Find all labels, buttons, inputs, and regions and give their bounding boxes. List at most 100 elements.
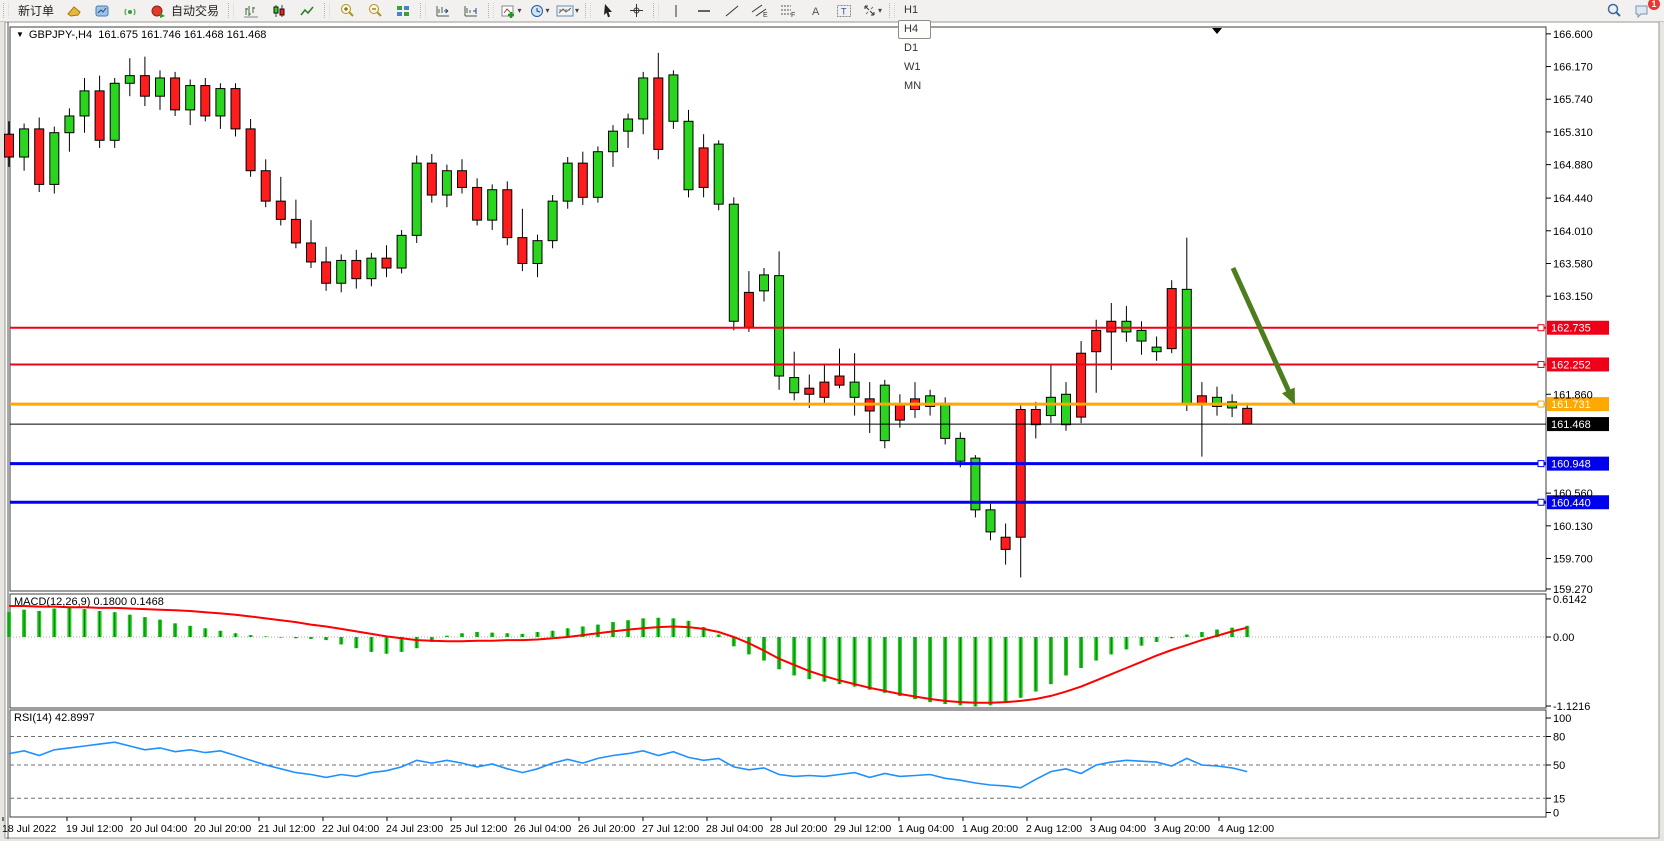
toolbar-grip[interactable] xyxy=(324,3,331,18)
cursor-button[interactable] xyxy=(594,1,622,21)
zoom-in-button[interactable] xyxy=(333,1,361,21)
text-icon: A xyxy=(809,4,823,18)
fibonacci-icon: F xyxy=(779,3,797,18)
cursor-icon xyxy=(601,3,615,18)
text-label-button[interactable]: T xyxy=(830,1,858,21)
time-axis: 18 Jul 2022 19 Jul 12:00 20 Jul 04:00 20 Ju… xyxy=(2,817,1274,835)
fibonacci-button[interactable]: F xyxy=(774,1,802,21)
chart-shift-icon xyxy=(463,4,479,18)
svg-text:161.860: 161.860 xyxy=(1553,389,1593,401)
svg-text:15: 15 xyxy=(1553,793,1565,805)
candlestick-chart-icon xyxy=(271,4,287,18)
zoom-out-icon xyxy=(367,3,383,18)
notification-badge: 1 xyxy=(1648,0,1660,10)
text-button[interactable]: A xyxy=(802,1,830,21)
template-button[interactable]: ▾ xyxy=(553,1,582,21)
svg-text:165.310: 165.310 xyxy=(1553,127,1593,139)
svg-text:0.6142: 0.6142 xyxy=(1553,594,1587,606)
toolbar-grip[interactable] xyxy=(488,3,495,18)
svg-text:F: F xyxy=(791,12,795,18)
autotrade-button[interactable]: 自动交易 xyxy=(144,1,225,21)
profiles-icon xyxy=(94,4,110,18)
tile-windows-icon xyxy=(395,4,411,18)
svg-text:2 Aug 12:00: 2 Aug 12:00 xyxy=(1026,823,1082,835)
toolbar-grip[interactable] xyxy=(653,3,660,18)
rsi-name: RSI(14) xyxy=(14,712,52,724)
candlestick-chart-button[interactable] xyxy=(265,1,293,21)
svg-text:25 Jul 12:00: 25 Jul 12:00 xyxy=(450,823,507,835)
svg-text:0: 0 xyxy=(1553,808,1559,820)
bar-chart-button[interactable] xyxy=(237,1,265,21)
text-label-icon: T xyxy=(836,4,852,18)
timeframe-w1-button[interactable]: W1 xyxy=(904,61,921,73)
candles-layer xyxy=(4,52,1253,578)
svg-text:E: E xyxy=(763,12,768,18)
toolbar-grip[interactable] xyxy=(3,3,9,18)
periods-clock-icon xyxy=(529,4,545,18)
horizontal-line-button[interactable] xyxy=(690,1,718,21)
svg-text:1 Aug 04:00: 1 Aug 04:00 xyxy=(898,823,954,835)
horizontal-line-icon xyxy=(696,4,712,18)
history-center-button[interactable] xyxy=(60,1,88,21)
trendline-button[interactable] xyxy=(718,1,746,21)
periods-button[interactable]: ▾ xyxy=(525,1,553,21)
svg-text:160.560: 160.560 xyxy=(1553,488,1593,500)
search-button[interactable] xyxy=(1600,1,1628,21)
signal-button[interactable] xyxy=(116,1,144,21)
chevron-down-icon: ▾ xyxy=(878,6,883,15)
crosshair-button[interactable] xyxy=(622,1,650,21)
macd-panel: 0.6142 0.00 -1.1216 xyxy=(7,594,1590,713)
add-indicator-button[interactable]: ▾ xyxy=(497,1,525,21)
timeframe-d1-button[interactable]: D1 xyxy=(904,42,919,54)
svg-text:3 Aug 20:00: 3 Aug 20:00 xyxy=(1154,823,1210,835)
macd-signal-value: 0.1468 xyxy=(130,596,164,608)
chevron-down-icon: ▾ xyxy=(545,6,550,15)
timeframe-h4-button[interactable]: H4 xyxy=(898,20,932,39)
arrows-button[interactable]: ▾ xyxy=(858,1,886,21)
vertical-line-button[interactable] xyxy=(662,1,690,21)
add-indicator-icon xyxy=(501,4,517,18)
autotrade-icon xyxy=(150,4,166,18)
svg-text:27 Jul 12:00: 27 Jul 12:00 xyxy=(642,823,699,835)
channel-button[interactable]: E xyxy=(746,1,774,21)
svg-text:24 Jul 23:00: 24 Jul 23:00 xyxy=(386,823,443,835)
vertical-line-icon xyxy=(670,4,682,18)
toolbar-grip[interactable] xyxy=(889,3,896,18)
timeframe-h1-button[interactable]: H1 xyxy=(904,4,919,16)
svg-text:20 Jul 04:00: 20 Jul 04:00 xyxy=(130,823,187,835)
toolbar-grip[interactable] xyxy=(420,3,427,18)
crosshair-icon xyxy=(629,3,644,18)
svg-text:160.130: 160.130 xyxy=(1553,521,1593,533)
tile-windows-button[interactable] xyxy=(389,1,417,21)
toolbar-grip[interactable] xyxy=(228,3,235,18)
zoom-out-button[interactable] xyxy=(361,1,389,21)
trendline-icon xyxy=(724,4,740,18)
history-icon xyxy=(66,4,82,18)
autotrade-label: 自动交易 xyxy=(171,4,220,18)
chevron-down-icon: ▾ xyxy=(517,6,522,15)
new-order-button[interactable]: 新订单 xyxy=(12,1,60,21)
notifications-button[interactable]: 1 xyxy=(1628,0,1660,21)
svg-text:100: 100 xyxy=(1553,713,1571,725)
symbol-dropdown-icon[interactable]: ▼ xyxy=(16,30,24,39)
chart-title-text: GBPJPY-,H4 161.675 161.746 161.468 161.4… xyxy=(28,29,267,41)
toolbar-grip[interactable] xyxy=(585,3,592,18)
svg-text:20 Jul 20:00: 20 Jul 20:00 xyxy=(194,823,251,835)
svg-text:4 Aug 12:00: 4 Aug 12:00 xyxy=(1218,823,1274,835)
macd-name: MACD(12,26,9) xyxy=(14,596,91,608)
svg-text:163.580: 163.580 xyxy=(1553,258,1593,270)
profiles-button[interactable] xyxy=(88,1,116,21)
timeframe-mn-button[interactable]: MN xyxy=(904,80,922,92)
rsi-value: 42.8997 xyxy=(54,712,95,724)
timeframe-group: M1M5M15M30H1H4D1W1MN xyxy=(898,0,932,96)
auto-scroll-button[interactable] xyxy=(429,1,457,21)
svg-text:166.600: 166.600 xyxy=(1553,29,1593,41)
macd-signal-line xyxy=(9,605,1248,704)
svg-text:163.150: 163.150 xyxy=(1553,291,1593,303)
svg-text:19 Jul 12:00: 19 Jul 12:00 xyxy=(66,823,123,835)
macd-main-value: 0.1800 xyxy=(93,596,128,608)
line-chart-button[interactable] xyxy=(293,1,321,21)
chart-shift-button[interactable] xyxy=(457,1,485,21)
hlines-layer: 162.735 162.252 161.731 161.468 160.948 160.4… xyxy=(10,320,1609,510)
